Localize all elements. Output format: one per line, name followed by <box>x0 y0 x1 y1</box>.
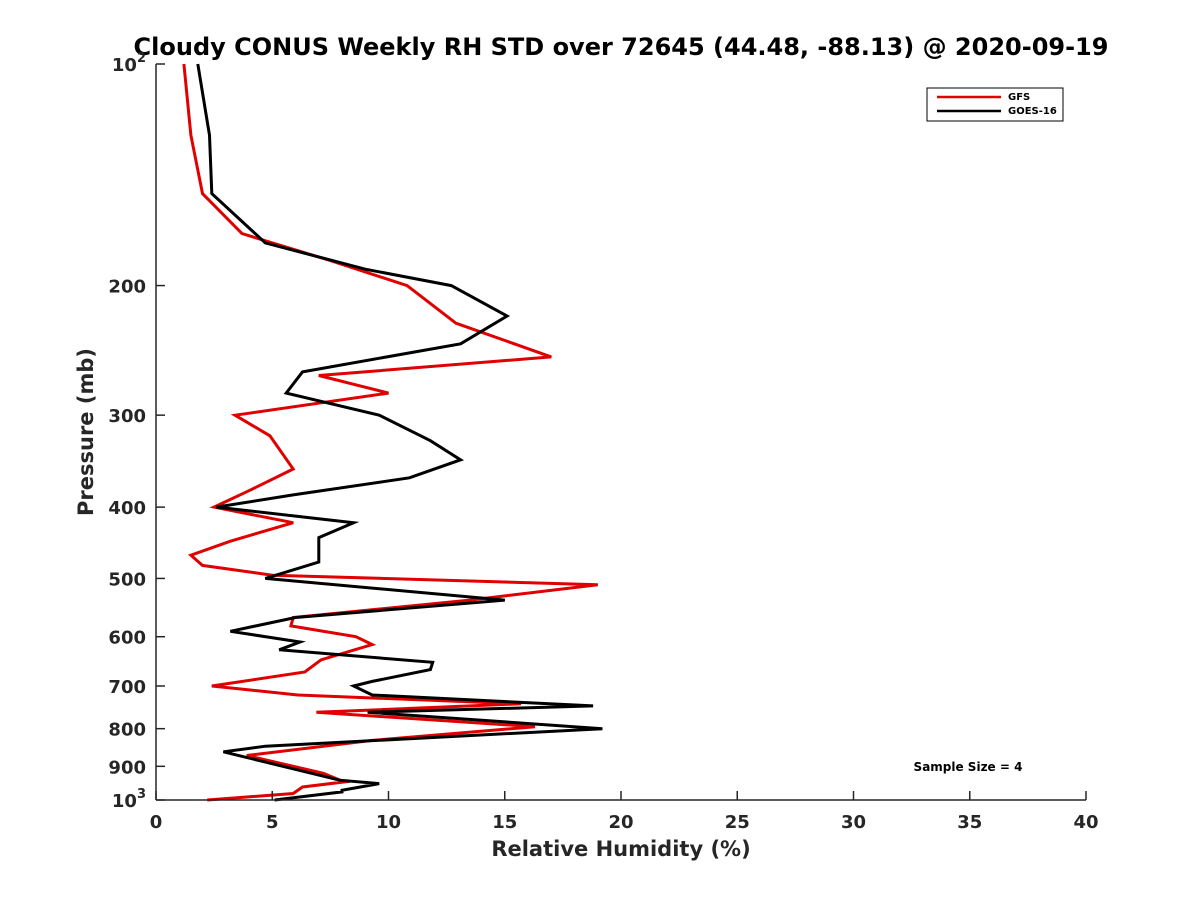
sample-size-annotation: Sample Size = 4 <box>914 760 1023 774</box>
y-axis-label: Pressure (mb) <box>74 348 98 516</box>
y-tick-label: 400 <box>108 498 146 519</box>
series-line-gfs <box>182 63 598 802</box>
x-tick-label: 20 <box>608 812 633 833</box>
y-tick-label: 600 <box>108 628 146 649</box>
legend: GFS GOES-16 <box>926 87 1064 122</box>
x-axis-label: Relative Humidity (%) <box>491 837 750 861</box>
chart-title: Cloudy CONUS Weekly RH STD over 72645 (4… <box>134 33 1109 61</box>
plot-area <box>156 64 1086 800</box>
x-tick-label: 25 <box>725 812 750 833</box>
x-tick-label: 0 <box>150 812 163 833</box>
x-tick-label: 35 <box>957 812 982 833</box>
y-tick-label: 300 <box>108 406 146 427</box>
legend-label-gfs: GFS <box>1008 92 1030 103</box>
y-tick-label: 500 <box>108 569 146 590</box>
y-tick-label: 103 <box>112 787 146 812</box>
x-tick-label: 10 <box>376 812 401 833</box>
legend-box <box>926 87 1064 122</box>
y-ticks: 102 200 300 400 500 600 700 800 900 103 <box>108 51 165 812</box>
x-tick-label: 30 <box>841 812 866 833</box>
y-tick-label: 700 <box>108 677 146 698</box>
series-line-goes16 <box>196 63 603 802</box>
y-tick-label: 900 <box>108 757 146 778</box>
x-ticks: 0 5 10 15 20 25 30 35 40 <box>150 791 1099 833</box>
x-tick-label: 15 <box>492 812 517 833</box>
y-tick-label: 800 <box>108 720 146 741</box>
y-tick-label: 200 <box>108 277 146 298</box>
legend-label-goes16: GOES-16 <box>1008 106 1057 117</box>
x-tick-label: 5 <box>266 812 279 833</box>
x-tick-label: 40 <box>1073 812 1098 833</box>
y-tick-label: 102 <box>112 51 146 76</box>
series-layer <box>182 63 603 802</box>
